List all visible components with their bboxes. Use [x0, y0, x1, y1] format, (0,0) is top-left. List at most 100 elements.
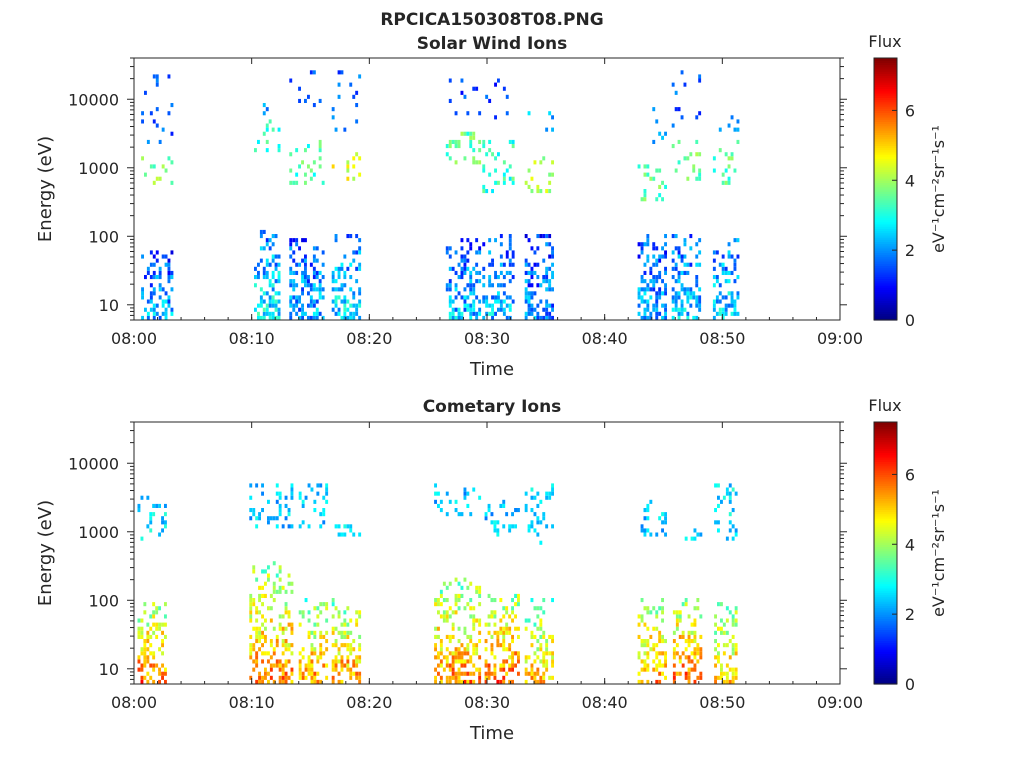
heatmap-cell — [542, 315, 546, 320]
heatmap-cell — [265, 262, 269, 267]
colorbar-swatch — [874, 570, 897, 574]
heatmap-cell — [252, 569, 256, 574]
colorbar-swatch — [874, 300, 897, 304]
heatmap-cell — [511, 524, 514, 529]
heatmap-cell — [267, 659, 270, 664]
heatmap-cell — [258, 671, 261, 676]
heatmap-cell — [684, 671, 688, 676]
heatmap-cell — [290, 581, 294, 586]
heatmap-cell — [661, 651, 664, 656]
heatmap-cell — [472, 86, 476, 91]
heatmap-cell — [451, 651, 455, 656]
heatmap-cell — [252, 602, 256, 607]
heatmap-cell — [695, 152, 699, 157]
heatmap-cell — [271, 295, 275, 300]
heatmap-cell — [717, 528, 720, 533]
heatmap-cell — [307, 279, 310, 284]
heatmap-cell — [469, 144, 473, 149]
heatmap-cell — [712, 258, 716, 263]
heatmap-cell — [307, 671, 311, 676]
heatmap-cell — [494, 82, 497, 87]
heatmap-cell — [533, 307, 537, 312]
heatmap-cell — [736, 254, 740, 259]
heatmap-cell — [460, 651, 464, 656]
heatmap-cell — [262, 311, 266, 316]
heatmap-cell — [724, 311, 728, 316]
colorbar-swatch — [874, 228, 897, 232]
heatmap-cell — [454, 577, 458, 582]
heatmap-cell — [322, 634, 326, 639]
heatmap-cell — [488, 262, 492, 267]
heatmap-cell — [664, 520, 667, 525]
heatmap-cell — [137, 626, 141, 631]
heatmap-cell — [158, 626, 161, 631]
heatmap-cell — [714, 679, 717, 684]
heatmap-cell — [734, 606, 738, 611]
heatmap-cell — [161, 520, 164, 525]
heatmap-cell — [292, 270, 296, 275]
colorbar-swatch — [874, 456, 897, 460]
heatmap-cell — [259, 299, 263, 304]
heatmap-cell — [472, 148, 476, 153]
heatmap-cell — [527, 111, 531, 116]
heatmap-cell — [475, 315, 479, 320]
colorbar-swatch — [874, 132, 897, 136]
heatmap-cell — [680, 303, 684, 308]
heatmap-cell — [643, 667, 647, 672]
heatmap-cell — [674, 279, 678, 284]
heatmap-cell — [164, 614, 167, 619]
heatmap-cell — [721, 266, 725, 271]
heatmap-cell — [698, 238, 702, 243]
heatmap-cell — [658, 663, 662, 668]
heatmap-cell — [252, 667, 256, 672]
heatmap-cell — [249, 634, 253, 639]
heatmap-cell — [439, 593, 443, 598]
heatmap-cell — [472, 266, 476, 271]
heatmap-cell — [355, 618, 359, 623]
colorbar-swatch — [874, 448, 897, 451]
heatmap-cell — [167, 270, 171, 275]
heatmap-cell — [161, 287, 165, 292]
heatmap-cell — [725, 663, 729, 668]
x-axis: 08:00 08:10 08:20 08:30 08:40 08:50 09:00 — [111, 422, 863, 712]
heatmap-cell — [255, 524, 259, 529]
heatmap-cell — [437, 503, 440, 508]
heatmap-cell — [715, 299, 719, 304]
heatmap-cell — [340, 283, 344, 288]
heatmap-cell — [478, 111, 482, 116]
heatmap-cell — [727, 164, 731, 169]
heatmap-cell — [730, 254, 734, 259]
heatmap-cell — [264, 671, 267, 676]
heatmap-cell — [664, 254, 667, 259]
heatmap-cell — [497, 78, 500, 83]
heatmap-cell — [637, 164, 641, 169]
heatmap-cell — [505, 168, 509, 173]
heatmap-cell — [533, 315, 537, 320]
heatmap-cell — [146, 630, 150, 635]
y-tick-label: 100 — [88, 227, 119, 246]
heatmap-cell — [434, 491, 437, 496]
colorbar-swatch — [874, 483, 897, 486]
heatmap-cell — [158, 315, 162, 320]
heatmap-cell — [343, 315, 347, 320]
heatmap-cell — [646, 663, 650, 668]
heatmap-cell — [712, 299, 716, 304]
heatmap-cell — [727, 123, 731, 128]
heatmap-cell — [536, 315, 540, 320]
heatmap-cell — [675, 651, 679, 656]
heatmap-cell — [478, 602, 482, 607]
heatmap-cell — [466, 283, 470, 288]
heatmap-cell — [451, 626, 455, 631]
heatmap-cell — [457, 679, 461, 684]
colorbar-swatch — [874, 642, 897, 646]
heatmap-cell — [309, 299, 313, 304]
colorbar-swatch — [874, 594, 897, 598]
heatmap-cell — [298, 246, 301, 251]
colorbar-swatch — [874, 64, 897, 68]
colorbar-swatch — [874, 237, 897, 240]
heatmap-cell — [499, 307, 503, 312]
heatmap-cell — [257, 303, 260, 308]
heatmap-cell — [295, 148, 299, 153]
heatmap-cell — [274, 307, 278, 312]
heatmap-cell — [718, 291, 722, 296]
